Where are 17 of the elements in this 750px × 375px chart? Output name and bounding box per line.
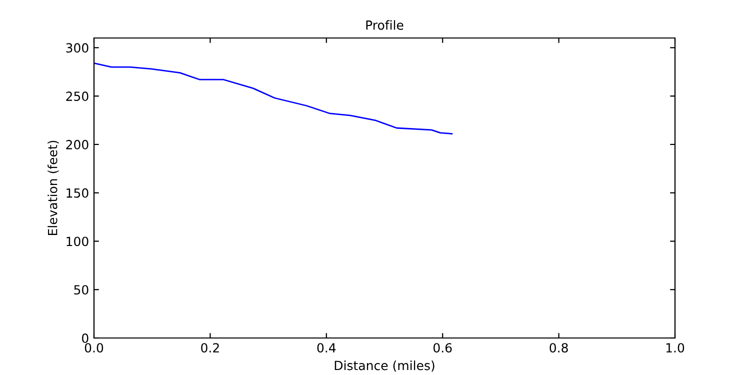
x-axis-title: Distance (miles) bbox=[334, 360, 434, 372]
y-tick-label: 150 bbox=[66, 188, 88, 198]
x-tick-label: 0.6 bbox=[433, 343, 452, 353]
y-axis-title: Elevation (feet) bbox=[48, 140, 59, 236]
y-tick-label: 200 bbox=[66, 140, 88, 150]
line-series bbox=[94, 62, 453, 134]
y-tick-label: 100 bbox=[66, 236, 88, 246]
y-tick-label: 50 bbox=[74, 285, 88, 295]
x-tick-label: 0.2 bbox=[201, 343, 219, 353]
chart-title: Profile bbox=[366, 20, 404, 30]
y-tick-label: 250 bbox=[66, 92, 88, 101]
x-tick-label: 0.0 bbox=[84, 343, 104, 353]
x-tick-label: 0.4 bbox=[317, 343, 336, 353]
x-tick-label: 0.8 bbox=[550, 343, 568, 353]
y-tick-label: 300 bbox=[66, 43, 88, 53]
y-tick-label: 0 bbox=[82, 333, 88, 343]
x-tick-label: 1.0 bbox=[666, 343, 684, 353]
